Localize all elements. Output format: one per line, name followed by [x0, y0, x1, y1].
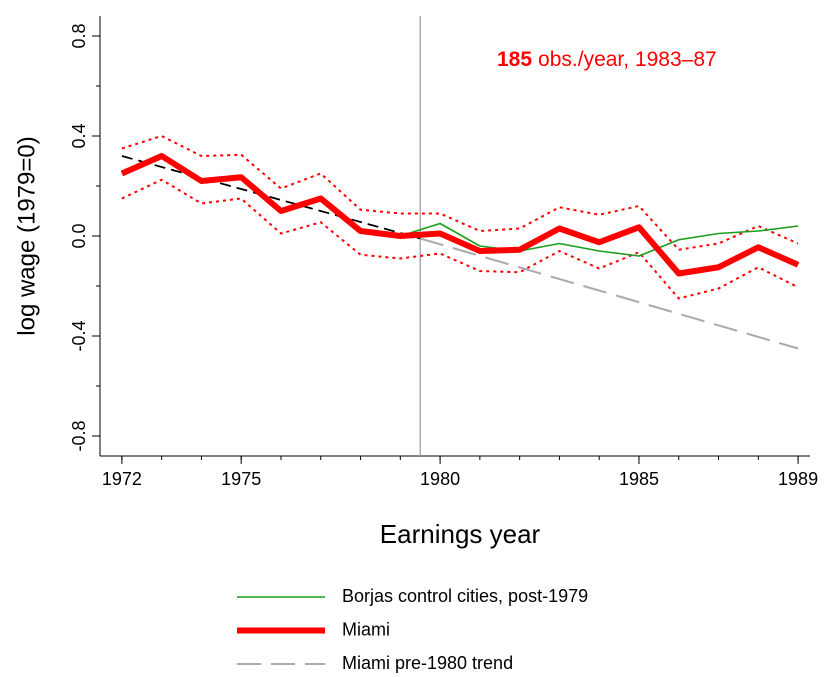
x-tick-label: 1980: [420, 469, 460, 489]
legend-label: Borjas control cities, post-1979: [342, 586, 588, 606]
series-line: [400, 222, 799, 257]
annotation: 185 obs./year, 1983–87: [497, 48, 717, 71]
series-line: [120, 153, 800, 277]
x-tick-label: 1985: [619, 469, 659, 489]
annotation-number: 185: [497, 48, 532, 71]
legend-label: Miami: [342, 619, 390, 639]
y-tick-label: -0.4: [69, 320, 89, 351]
series-line: [419, 237, 799, 350]
y-axis-label: log wage (1979=0): [13, 136, 40, 335]
x-tick-label: 1989: [778, 469, 818, 489]
y-tick-label: 0.0: [69, 223, 89, 248]
series-line: [121, 155, 421, 240]
legend-label: Miami pre-1980 trend: [342, 653, 513, 673]
x-tick-label: 1972: [102, 469, 142, 489]
x-axis-label: Earnings year: [380, 519, 541, 549]
y-tick-label: 0.8: [69, 23, 89, 48]
series-line: [121, 178, 799, 300]
y-tick-label: -0.8: [69, 420, 89, 451]
y-tick-label: 0.4: [69, 123, 89, 148]
series-line: [121, 135, 799, 251]
x-tick-label: 1975: [221, 469, 261, 489]
annotation-text: obs./year, 1983–87: [538, 48, 717, 71]
